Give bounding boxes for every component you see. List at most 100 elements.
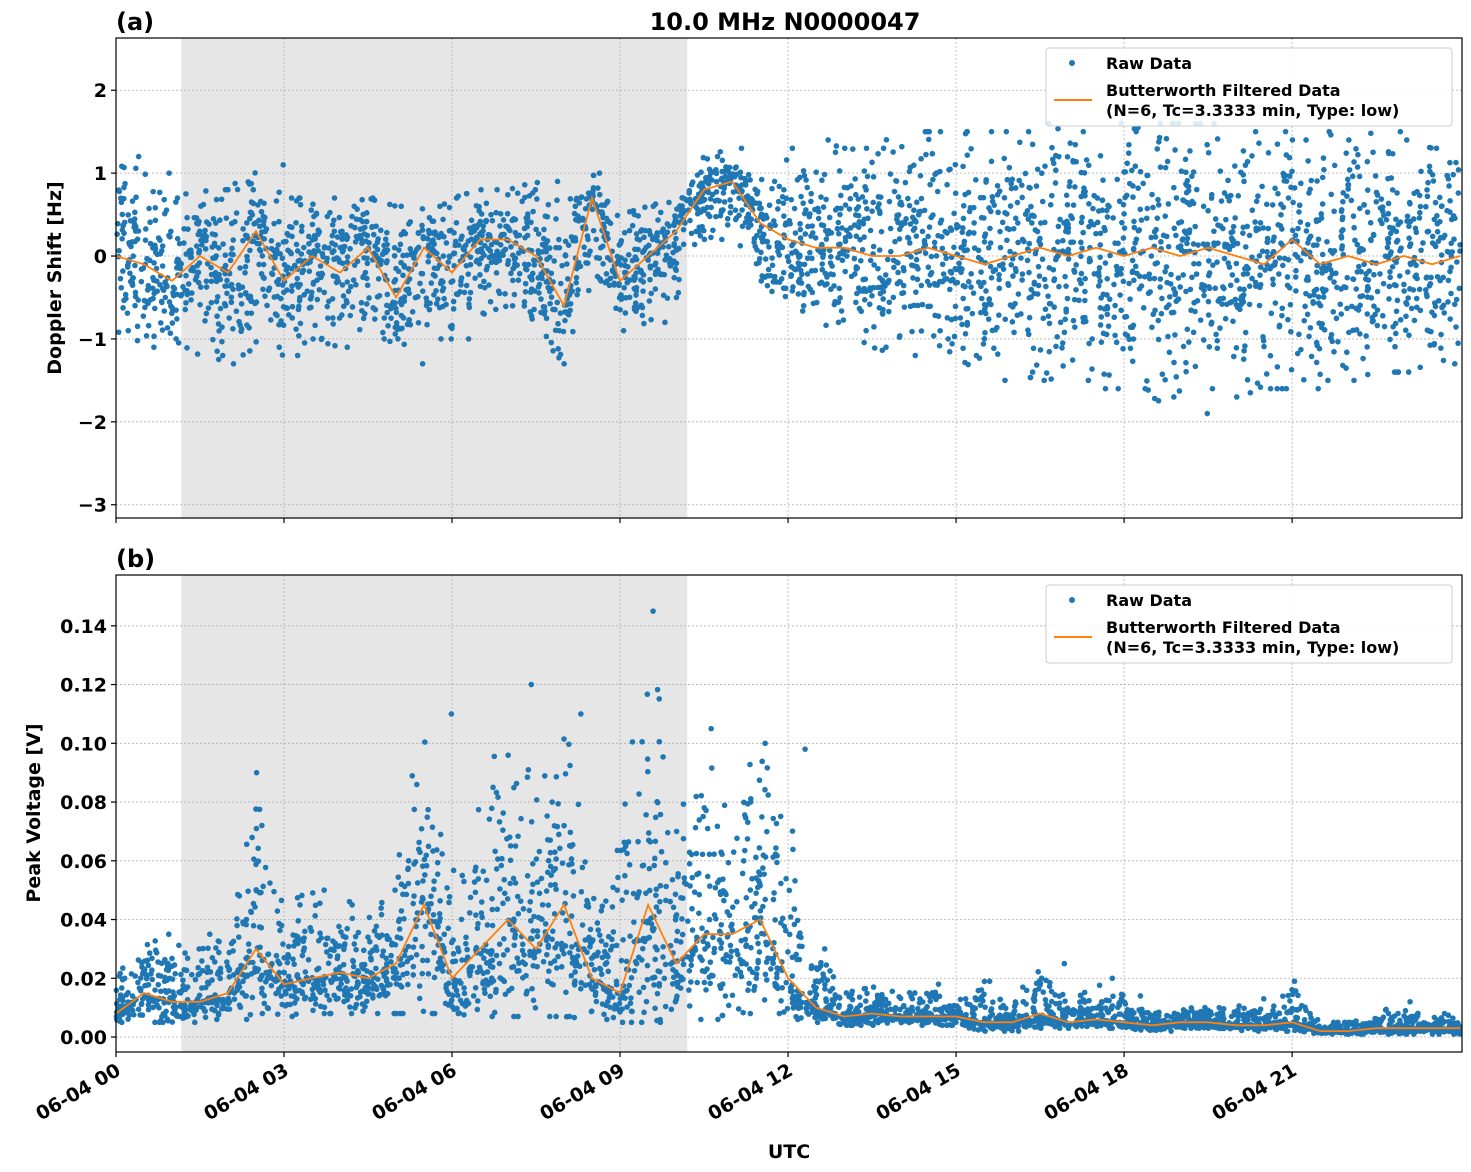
raw-data-point — [1025, 216, 1032, 222]
raw-data-point — [599, 1001, 606, 1007]
raw-data-point — [660, 954, 666, 960]
raw-data-point — [1338, 235, 1345, 241]
raw-data-point — [554, 299, 561, 306]
raw-data-point — [572, 969, 578, 975]
raw-data-point — [1148, 253, 1155, 259]
raw-data-point — [902, 179, 909, 186]
raw-data-point — [268, 982, 275, 989]
raw-data-point — [1040, 315, 1047, 322]
raw-data-point — [742, 175, 748, 182]
raw-data-point — [1071, 269, 1078, 275]
raw-data-point — [161, 308, 168, 314]
raw-data-point — [427, 300, 433, 307]
raw-data-point — [658, 229, 665, 235]
raw-data-point — [673, 912, 680, 918]
raw-data-point — [1293, 288, 1299, 294]
raw-data-point — [517, 898, 524, 904]
raw-data-point — [1048, 192, 1055, 199]
raw-data-point — [999, 219, 1006, 226]
raw-data-point — [480, 980, 486, 987]
raw-data-point — [401, 262, 407, 269]
raw-data-point — [663, 897, 669, 904]
raw-data-point — [371, 316, 378, 322]
raw-data-point — [543, 937, 550, 944]
raw-data-point — [490, 784, 496, 791]
raw-data-point — [686, 967, 693, 974]
raw-data-point — [230, 326, 236, 332]
raw-data-point — [626, 227, 633, 234]
raw-data-point — [287, 249, 293, 255]
raw-data-point — [1021, 238, 1027, 245]
raw-data-point — [882, 280, 888, 286]
raw-data-point — [857, 288, 864, 294]
raw-data-point — [819, 177, 825, 184]
raw-data-point — [962, 283, 968, 290]
raw-data-point — [147, 240, 154, 247]
raw-data-point — [379, 952, 386, 959]
raw-data-point — [1124, 160, 1130, 167]
raw-data-point — [589, 206, 596, 213]
raw-data-point — [162, 279, 168, 285]
raw-data-point — [946, 286, 953, 293]
raw-data-point — [252, 904, 258, 910]
raw-data-point — [610, 1014, 617, 1021]
raw-data-point — [1392, 343, 1398, 350]
raw-data-point — [972, 177, 979, 183]
raw-data-point — [349, 915, 356, 922]
raw-data-point — [1154, 146, 1161, 152]
raw-data-point — [1408, 305, 1415, 312]
raw-data-point — [310, 201, 316, 207]
raw-data-point — [960, 202, 967, 209]
raw-data-point — [1267, 385, 1274, 392]
raw-data-point — [489, 948, 495, 955]
raw-data-point — [631, 211, 638, 218]
raw-data-point — [906, 202, 913, 209]
raw-data-point — [639, 945, 646, 952]
raw-data-point — [573, 195, 580, 202]
raw-data-point — [705, 211, 711, 218]
raw-data-point — [648, 316, 654, 323]
raw-data-point — [154, 278, 160, 284]
raw-data-point — [411, 806, 418, 813]
raw-data-point — [1055, 223, 1062, 230]
raw-data-point — [1255, 193, 1261, 199]
raw-data-point — [138, 1000, 145, 1007]
raw-data-point — [121, 164, 127, 171]
raw-data-point — [977, 194, 984, 201]
raw-data-point — [1122, 194, 1128, 201]
raw-data-point — [1374, 322, 1381, 329]
raw-data-point — [465, 271, 472, 277]
raw-data-point — [969, 310, 976, 317]
raw-data-point — [940, 271, 947, 277]
raw-data-point — [753, 260, 760, 267]
raw-data-point — [420, 235, 427, 242]
raw-data-point — [308, 289, 315, 296]
raw-data-point — [1278, 201, 1284, 208]
raw-data-point — [304, 288, 311, 294]
raw-data-point — [1213, 331, 1219, 338]
raw-data-point — [336, 923, 342, 930]
raw-data-point — [1276, 271, 1282, 277]
raw-data-point — [857, 236, 863, 243]
raw-data-point — [481, 252, 487, 259]
raw-data-point — [1397, 128, 1404, 135]
raw-data-point — [242, 269, 248, 276]
raw-data-point — [1393, 239, 1400, 245]
raw-data-point — [911, 162, 917, 168]
raw-data-point — [258, 208, 265, 215]
raw-data-point — [312, 902, 319, 909]
raw-data-point — [392, 300, 398, 306]
raw-data-point — [1095, 283, 1102, 289]
raw-data-point — [709, 191, 716, 198]
raw-data-point — [115, 329, 122, 336]
raw-data-point — [511, 942, 518, 949]
raw-data-point — [545, 978, 551, 985]
raw-data-point — [1121, 225, 1128, 231]
raw-data-point — [679, 931, 686, 938]
raw-data-point — [183, 272, 189, 279]
raw-data-point — [143, 332, 150, 339]
raw-data-point — [478, 899, 485, 905]
raw-data-point — [153, 949, 160, 956]
raw-data-point — [246, 215, 253, 222]
raw-data-point — [161, 1000, 167, 1006]
